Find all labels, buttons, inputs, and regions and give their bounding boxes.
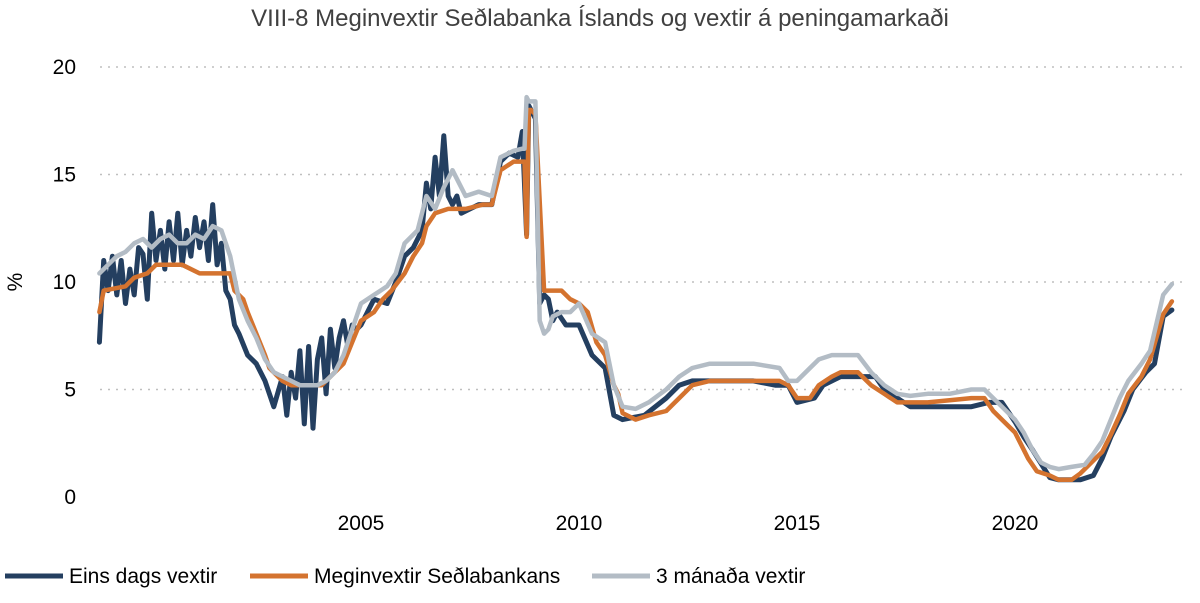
- legend-item-man3: 3 mánaða vextir: [592, 565, 805, 588]
- y-tick-label: 15: [53, 164, 76, 187]
- series-line-man3: [97, 94, 1175, 472]
- series-line-megin: [97, 107, 1175, 483]
- legend-item-megin: Meginvextir Seðlabankans: [250, 565, 560, 588]
- chart-title: VIII-8 Meginvextir Seðlabanka Íslands og…: [251, 5, 949, 32]
- x-tick-label: 2020: [992, 512, 1039, 535]
- y-axis-label: %: [4, 273, 27, 292]
- y-tick-label: 10: [53, 271, 76, 294]
- legend-label-man3: 3 mánaða vextir: [656, 565, 805, 588]
- legend-label-megin: Meginvextir Seðlabankans: [314, 565, 560, 588]
- legend: Eins dags vextir Meginvextir Seðlabankans…: [5, 565, 805, 588]
- series-lines: [96, 94, 1175, 483]
- x-tick-label: 2015: [774, 512, 821, 535]
- x-tick-label: 2010: [556, 512, 603, 535]
- series-line-eins: [96, 103, 1175, 483]
- y-axis-ticks: 0 5 10 15 20: [53, 56, 76, 509]
- y-tick-label: 5: [64, 379, 76, 402]
- y-tick-label: 0: [64, 486, 76, 509]
- legend-item-eins: Eins dags vextir: [5, 565, 217, 588]
- legend-label-eins: Eins dags vextir: [69, 565, 217, 588]
- x-tick-label: 2005: [338, 512, 385, 535]
- x-axis-ticks: 2005 2010 2015 2020: [338, 512, 1039, 535]
- gridlines: [100, 66, 1185, 391]
- y-tick-label: 20: [53, 56, 76, 79]
